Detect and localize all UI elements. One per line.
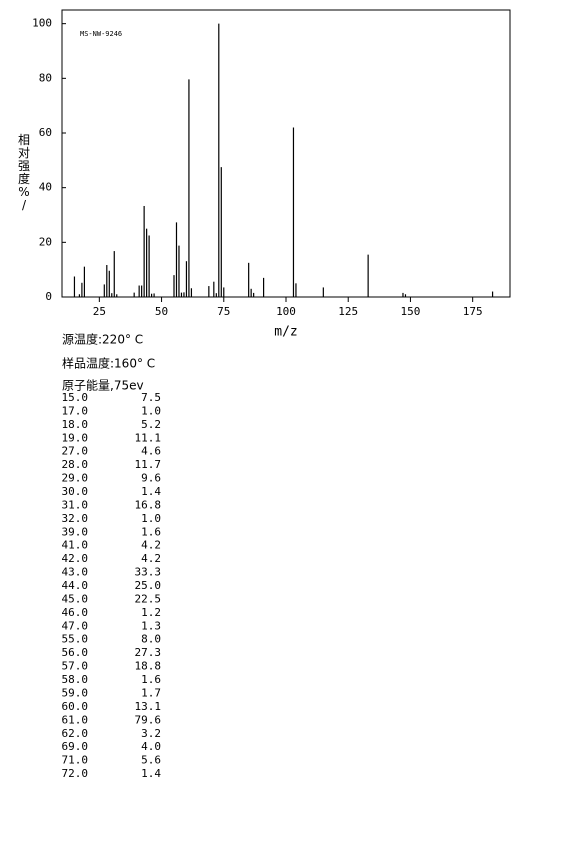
intensity-cell: 1.7: [141, 686, 161, 699]
mz-cell: 29.0: [62, 472, 89, 485]
mz-cell: 58.0: [62, 673, 89, 686]
intensity-cell: 5.6: [141, 754, 161, 767]
intensity-cell: 7.5: [141, 391, 161, 404]
mz-cell: 30.0: [62, 485, 89, 498]
y-tick-label: 40: [39, 181, 52, 194]
intensity-cell: 1.0: [141, 512, 161, 525]
mz-cell: 62.0: [62, 727, 89, 740]
mz-cell: 32.0: [62, 512, 89, 525]
intensity-cell: 1.4: [141, 767, 161, 780]
intensity-cell: 13.1: [135, 700, 162, 713]
intensity-cell: 9.6: [141, 472, 161, 485]
x-tick-label: 125: [338, 305, 358, 318]
intensity-cell: 1.6: [141, 525, 161, 538]
intensity-cell: 1.4: [141, 485, 161, 498]
plot-frame: [61, 9, 511, 298]
mz-cell: 43.0: [62, 566, 89, 579]
x-axis-label: m/z: [274, 325, 297, 340]
intensity-cell: 16.8: [135, 498, 162, 511]
mz-cell: 31.0: [62, 498, 89, 511]
mz-cell: 42.0: [62, 552, 89, 565]
mz-cell: 27.0: [62, 445, 89, 458]
y-tick-label: 60: [39, 126, 52, 139]
intensity-cell: 1.2: [141, 606, 161, 619]
intensity-cell: 1.6: [141, 673, 161, 686]
y-tick-label: 0: [45, 290, 52, 303]
mz-cell: 39.0: [62, 525, 89, 538]
mz-cell: 59.0: [62, 686, 89, 699]
x-tick-label: 75: [217, 305, 230, 318]
mz-cell: 28.0: [62, 458, 89, 471]
mz-cell: 47.0: [62, 619, 89, 632]
mz-cell: 19.0: [62, 431, 89, 444]
mz-cell: 61.0: [62, 713, 89, 726]
mz-cell: 57.0: [62, 660, 89, 673]
mz-cell: 41.0: [62, 539, 89, 552]
intensity-cell: 11.1: [135, 431, 162, 444]
mz-cell: 18.0: [62, 418, 89, 431]
intensity-cell: 4.6: [141, 445, 161, 458]
annotation: MS-NW-9246: [80, 30, 122, 38]
mz-cell: 44.0: [62, 579, 89, 592]
intensity-cell: 4.0: [141, 740, 161, 753]
intensity-cell: 4.2: [141, 539, 161, 552]
mz-cell: 60.0: [62, 700, 89, 713]
intensity-cell: 22.5: [135, 592, 162, 605]
intensity-cell: 79.6: [135, 713, 162, 726]
mz-cell: 17.0: [62, 404, 89, 417]
intensity-cell: 3.2: [141, 727, 161, 740]
x-tick-label: 175: [463, 305, 483, 318]
condition: 样品温度:160° C: [62, 356, 155, 371]
intensity-cell: 1.0: [141, 404, 161, 417]
mz-cell: 46.0: [62, 606, 89, 619]
y-tick-label: 20: [39, 235, 52, 248]
condition: 原子能量,75ev: [62, 379, 144, 393]
intensity-cell: 27.3: [135, 646, 162, 659]
x-tick-label: 150: [401, 305, 421, 318]
intensity-cell: 8.0: [141, 633, 161, 646]
mz-cell: 69.0: [62, 740, 89, 753]
y-tick-label: 80: [39, 71, 52, 84]
x-tick-label: 50: [155, 305, 168, 318]
mz-cell: 72.0: [62, 767, 89, 780]
intensity-cell: 5.2: [141, 418, 161, 431]
x-tick-label: 100: [276, 305, 296, 318]
mz-cell: 55.0: [62, 633, 89, 646]
intensity-cell: 18.8: [135, 660, 162, 673]
condition: 源温度:220° C: [62, 332, 143, 347]
intensity-cell: 4.2: [141, 552, 161, 565]
mz-cell: 56.0: [62, 646, 89, 659]
x-tick-label: 25: [93, 305, 106, 318]
intensity-cell: 1.3: [141, 619, 161, 632]
y-tick-label: 100: [32, 17, 52, 30]
mz-cell: 15.0: [62, 391, 89, 404]
intensity-cell: 33.3: [135, 566, 162, 579]
intensity-cell: 25.0: [135, 579, 162, 592]
mz-cell: 71.0: [62, 754, 89, 767]
intensity-cell: 11.7: [135, 458, 162, 471]
mz-cell: 45.0: [62, 592, 89, 605]
y-axis-label: 相对强度% /: [18, 133, 30, 212]
